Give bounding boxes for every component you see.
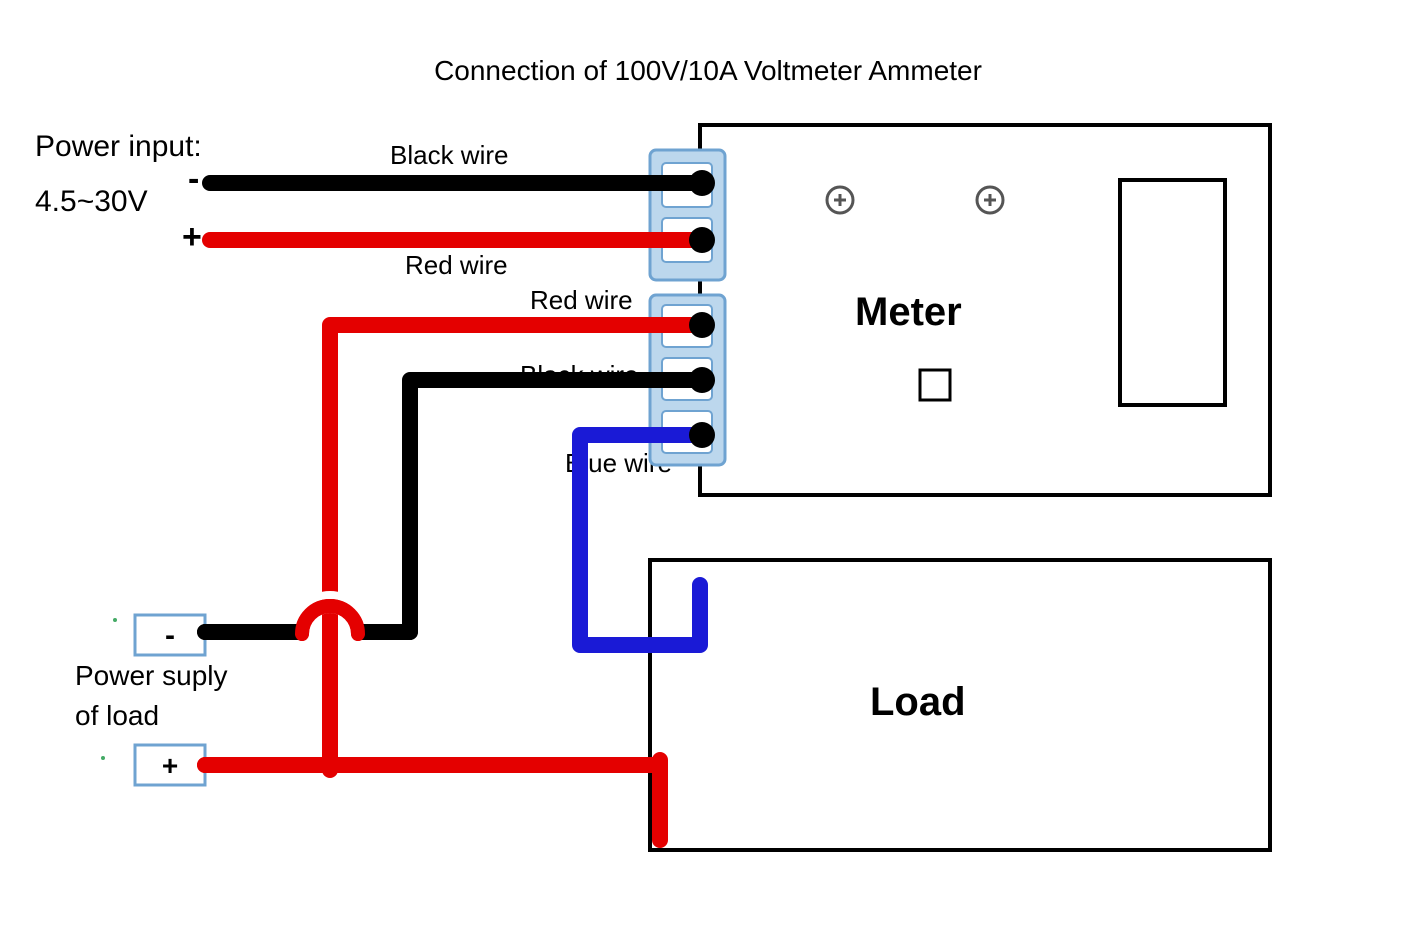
pin-3-red: [689, 312, 715, 338]
wire-measure-black: [205, 380, 702, 632]
dot-artifact-1: [113, 618, 117, 622]
meter-display-rect: [1120, 180, 1225, 405]
meter-screw-1: [827, 187, 853, 213]
meter-small-square: [920, 370, 950, 400]
pin-1-black: [689, 170, 715, 196]
wire-measure-red: [330, 325, 702, 765]
wiring-svg: - +: [0, 0, 1416, 940]
ps-minus-text: -: [165, 619, 175, 652]
pin-5-blue: [689, 422, 715, 448]
load-box: [650, 560, 1270, 850]
meter-screw-2: [977, 187, 1003, 213]
pin-4-black: [689, 367, 715, 393]
pin-2-red: [689, 227, 715, 253]
ps-plus-text: +: [162, 750, 178, 781]
dot-artifact-2: [101, 756, 105, 760]
wire-ps-plus-red: [205, 765, 660, 830]
